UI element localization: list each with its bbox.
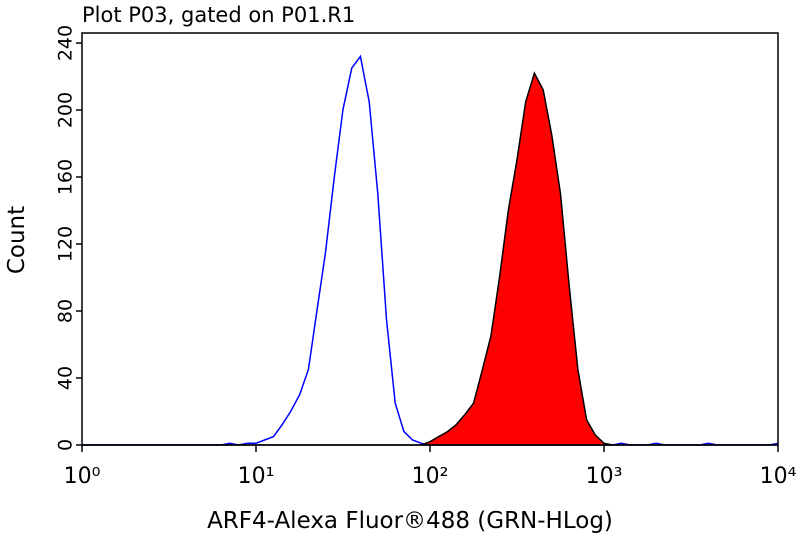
x-tick-label: 10²: [412, 464, 449, 489]
x-tick-label: 10³: [586, 464, 623, 489]
plot-frame: [81, 32, 779, 446]
histogram-line: [82, 54, 779, 446]
y-tick-label: 240: [55, 25, 77, 61]
y-tick-label: 80: [55, 299, 77, 323]
y-tick-label: 200: [55, 92, 77, 128]
y-tick-label: 120: [55, 226, 77, 262]
y-axis-label: Count: [4, 206, 30, 274]
y-tick-label: 40: [55, 366, 77, 390]
histogram-area: [82, 71, 778, 446]
y-tick-label: 0: [55, 439, 77, 451]
y-tick-label: 160: [55, 159, 77, 195]
x-tick-label: 10¹: [238, 464, 275, 489]
chart-title: Plot P03, gated on P01.R1: [82, 3, 355, 27]
x-tick-label: 10⁰: [64, 464, 101, 489]
x-axis-label: ARF4-Alexa Fluor®488 (GRN-HLog): [207, 508, 613, 534]
x-tick-label: 10⁴: [760, 464, 797, 489]
